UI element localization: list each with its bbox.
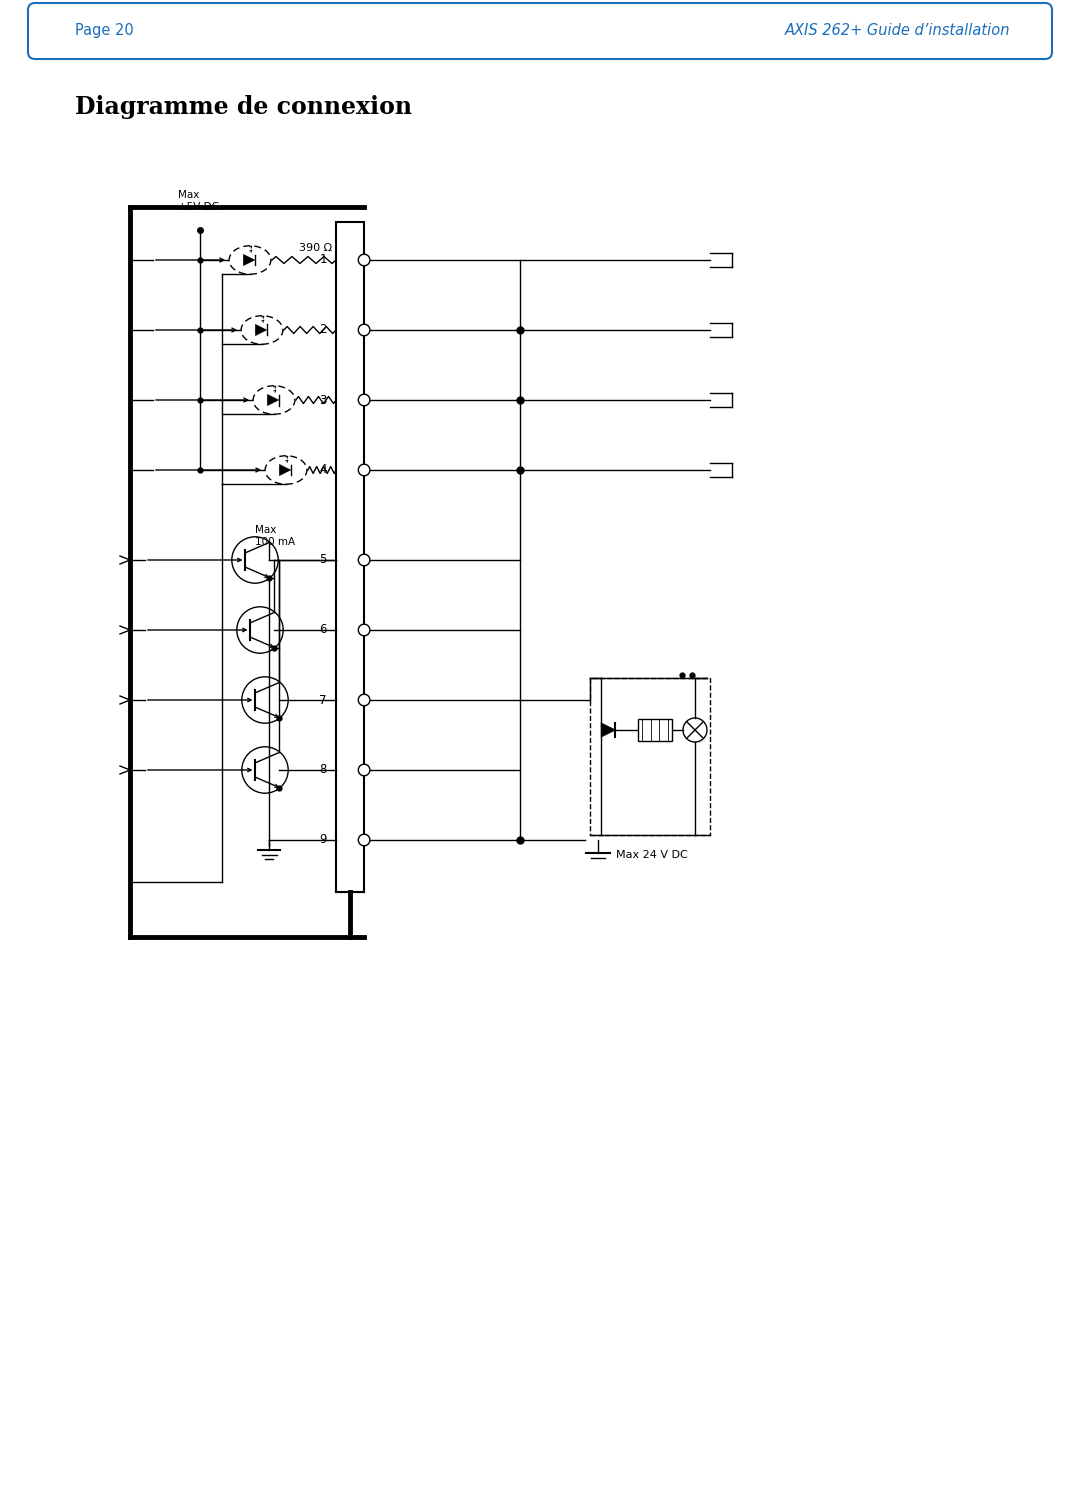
Bar: [638, 720, 672, 741]
Text: 3: 3: [320, 393, 327, 407]
Circle shape: [359, 464, 369, 476]
Text: 1: 1: [320, 254, 327, 266]
Polygon shape: [280, 464, 291, 475]
Circle shape: [359, 395, 369, 405]
FancyBboxPatch shape: [28, 3, 1052, 59]
Text: Max 24 V DC: Max 24 V DC: [616, 850, 688, 860]
Circle shape: [359, 835, 369, 845]
Circle shape: [359, 764, 369, 776]
Text: 8: 8: [320, 764, 327, 777]
Text: 4: 4: [320, 464, 327, 476]
Text: 390 Ω: 390 Ω: [299, 243, 332, 253]
Text: Page 20: Page 20: [75, 24, 134, 38]
Circle shape: [359, 254, 369, 266]
Polygon shape: [256, 325, 267, 336]
Circle shape: [359, 324, 369, 336]
Text: 6: 6: [320, 623, 327, 637]
Text: Diagramme de connexion: Diagramme de connexion: [75, 95, 411, 119]
Text: Max
+5V DC: Max +5V DC: [178, 189, 219, 212]
Bar: [590, 677, 710, 835]
Text: 2: 2: [320, 324, 327, 337]
Circle shape: [359, 694, 369, 706]
Circle shape: [359, 555, 369, 565]
Polygon shape: [268, 395, 279, 405]
Text: 5: 5: [320, 553, 327, 567]
Bar: [336, 222, 364, 892]
Polygon shape: [243, 254, 255, 266]
Text: 7: 7: [320, 694, 327, 706]
Text: AXIS 262+ Guide d’installation: AXIS 262+ Guide d’installation: [784, 24, 1010, 38]
Text: Max
100 mA: Max 100 mA: [255, 525, 295, 547]
Circle shape: [359, 624, 369, 637]
Text: 9: 9: [320, 833, 327, 847]
Polygon shape: [600, 723, 616, 738]
